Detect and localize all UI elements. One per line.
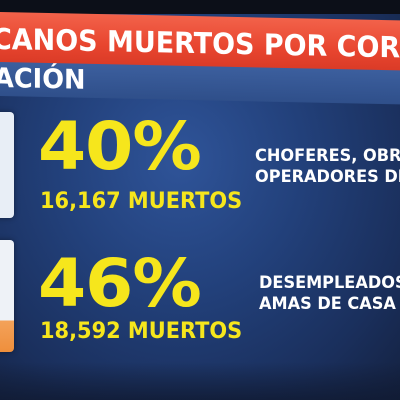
stat-deaths: 16,167 MUERTOS [40,189,243,214]
stat-category-line: DESEMPLEADOS, [259,273,400,293]
stat-category: DESEMPLEADOS, AMAS DE CASA [259,273,400,316]
stat-category-line: CHOFERES, OBRER [255,146,400,166]
stat-category-line: AMAS DE CASA [259,294,396,315]
top-edge [0,0,400,14]
stat-category: CHOFERES, OBRER OPERADORES DE M [255,146,400,189]
headline-title: CANOS MUERTOS POR CORONA [0,21,400,66]
stat-percent: 40% [38,108,202,185]
occupation-icon-panel [0,240,14,352]
stat-category-line: OPERADORES DE M [255,167,400,188]
stat-percent: 46% [38,245,202,322]
headline-subtitle: ACIÓN [0,62,86,96]
bottom-vignette [0,362,400,400]
stat-deaths: 18,592 MUERTOS [40,319,243,344]
occupation-icon-panel [0,112,14,218]
subtitle-banner: ACIÓN [0,62,400,105]
